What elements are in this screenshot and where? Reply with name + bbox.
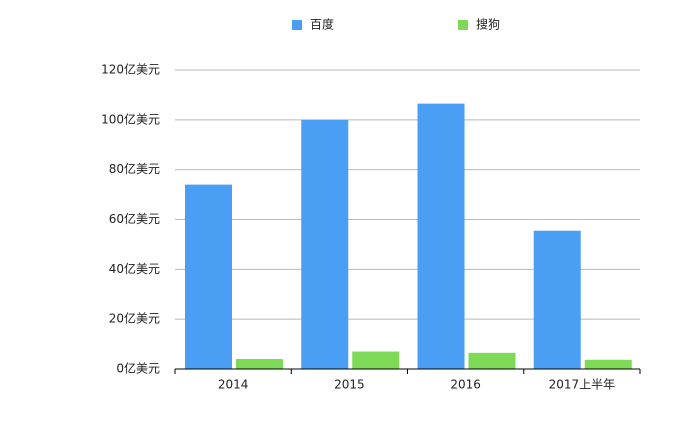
y-tick-label: 60亿美元 — [109, 211, 160, 226]
bar — [417, 103, 465, 369]
bar — [468, 352, 516, 369]
bar — [533, 230, 581, 369]
legend-label: 百度 — [310, 17, 334, 32]
y-tick-label: 0亿美元 — [116, 361, 160, 376]
bar — [584, 359, 632, 369]
y-tick-label: 100亿美元 — [101, 111, 160, 126]
bar — [236, 359, 283, 369]
y-tick-label: 120亿美元 — [101, 62, 160, 77]
y-tick-label: 40亿美元 — [109, 261, 160, 276]
legend-swatch — [458, 20, 468, 30]
x-tick-label: 2014 — [218, 378, 249, 392]
bar — [185, 184, 232, 369]
y-tick-label: 20亿美元 — [109, 311, 160, 326]
legend-swatch — [292, 20, 302, 30]
y-tick-label: 80亿美元 — [109, 161, 160, 176]
bar — [352, 351, 400, 369]
legend-label: 搜狗 — [476, 17, 500, 32]
x-tick-label: 2015 — [334, 378, 365, 392]
x-tick-label: 2016 — [450, 378, 481, 392]
bar — [301, 119, 349, 369]
x-tick-label: 2017上半年 — [549, 378, 616, 392]
